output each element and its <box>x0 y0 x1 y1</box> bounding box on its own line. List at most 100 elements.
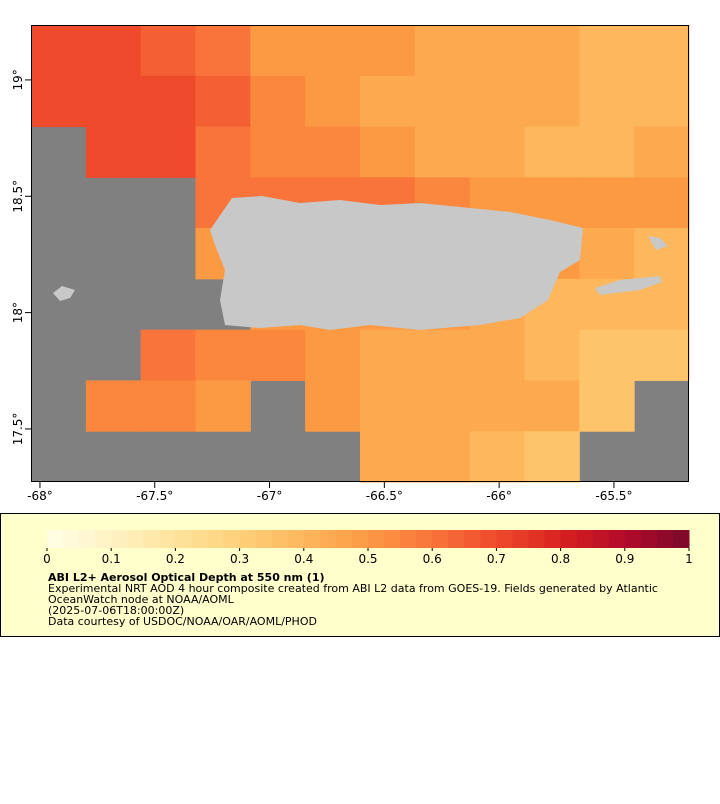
x-tick-label: -67.5° <box>136 489 173 503</box>
colorbar-step <box>624 530 642 548</box>
colorbar-step <box>640 530 658 548</box>
x-tick-label: -67° <box>257 489 283 503</box>
aod-cell <box>305 25 361 77</box>
aod-cell <box>85 25 142 77</box>
puerto-rico <box>210 196 583 330</box>
aod-cell <box>360 329 416 381</box>
aod-cell <box>140 75 196 128</box>
colorbar-step <box>544 530 562 548</box>
colorbar-tick-label: 0.4 <box>294 552 313 566</box>
aod-cell <box>305 126 361 178</box>
colorbar-step <box>496 530 513 548</box>
colorbar-tick-label: 0.8 <box>551 552 570 566</box>
aod-cell <box>250 329 306 381</box>
colorbar-step <box>400 530 417 548</box>
aod-cell <box>524 431 580 483</box>
colorbar-step <box>239 530 257 548</box>
aod-cell <box>469 126 525 178</box>
aod-cell <box>140 329 196 381</box>
colorbar-tick-label: 0.7 <box>487 552 506 566</box>
aod-cell <box>414 431 471 483</box>
colorbar-tick-label: 0 <box>43 552 51 566</box>
aod-cell <box>360 126 416 178</box>
aod-cell <box>524 25 580 77</box>
legend-line: Data courtesy of USDOC/NOAA/OAR/AOML/PHO… <box>48 615 317 628</box>
colorbar-step <box>464 530 481 548</box>
colorbar-step <box>95 530 112 548</box>
colorbar-step <box>560 530 578 548</box>
aod-cell <box>250 126 306 178</box>
aod-cell <box>360 75 416 128</box>
aod-cell <box>579 329 635 381</box>
aod-cell <box>579 228 635 280</box>
aod-cell <box>140 25 196 77</box>
colorbar-step <box>111 530 128 548</box>
aod-cell <box>414 126 471 178</box>
colorbar-step <box>480 530 497 548</box>
aod-cell <box>85 75 142 128</box>
aod-cell <box>360 431 416 483</box>
aod-cell <box>469 329 525 381</box>
aod-cell <box>414 380 471 432</box>
aod-cell <box>634 75 690 128</box>
colorbar-step <box>351 530 369 548</box>
colorbar-tick-label: 0.1 <box>102 552 121 566</box>
colorbar-step <box>303 530 321 548</box>
colorbar-step <box>416 530 433 548</box>
colorbar-step <box>271 530 289 548</box>
aod-cell <box>524 75 580 128</box>
legend-line: OceanWatch node at NOAA/AOML <box>48 593 235 606</box>
colorbar-step <box>127 530 144 548</box>
colorbar-step <box>335 530 353 548</box>
y-tick-label: 18° <box>11 302 25 323</box>
aod-cell <box>579 25 635 77</box>
colorbar-step <box>384 530 401 548</box>
colorbar-step <box>672 530 690 548</box>
mona-island <box>53 286 75 301</box>
aod-cell <box>579 75 635 128</box>
aod-cell <box>469 25 525 77</box>
colorbar-step <box>528 530 546 548</box>
colorbar-step <box>368 530 385 548</box>
aod-cell <box>524 329 580 381</box>
colorbar-step <box>255 530 273 548</box>
colorbar-step <box>656 530 674 548</box>
colorbar-step <box>223 530 241 548</box>
aod-cell <box>195 126 251 178</box>
aod-cell <box>579 177 635 229</box>
colorbar-tick-label: 0.3 <box>230 552 249 566</box>
aod-cell <box>469 380 525 432</box>
legend-title: ABI L2+ Aerosol Optical Depth at 550 nm … <box>48 571 325 584</box>
colorbar-tick-label: 1 <box>685 552 693 566</box>
colorbar-step <box>79 530 96 548</box>
aod-cell <box>634 177 690 229</box>
culebra <box>648 236 668 250</box>
colorbar-step <box>143 530 160 548</box>
aod-cell <box>31 25 87 77</box>
aod-cell <box>250 75 306 128</box>
legend-line: Experimental NRT AOD 4 hour composite cr… <box>48 582 658 595</box>
x-tick-label: -66.5° <box>366 489 403 503</box>
aod-cell <box>140 126 196 178</box>
aod-cell <box>469 75 525 128</box>
aod-cell <box>634 25 690 77</box>
aod-cell <box>524 380 580 432</box>
aod-cell <box>414 75 471 128</box>
legend-line: (2025-07-06T18:00:00Z) <box>48 604 184 617</box>
aod-cell <box>634 329 690 381</box>
aod-cell <box>579 380 635 432</box>
aod-cell <box>414 25 471 77</box>
colorbar-step <box>191 530 208 548</box>
colorbar-step <box>47 530 64 548</box>
colorbar-step <box>608 530 626 548</box>
aod-cell <box>360 380 416 432</box>
y-tick-label: 19° <box>11 69 25 90</box>
colorbar-tick-label: 0.9 <box>615 552 634 566</box>
aod-cell <box>305 329 361 381</box>
aod-cell <box>360 25 416 77</box>
aod-cell <box>195 380 251 432</box>
aod-cell <box>85 380 142 432</box>
colorbar-step <box>207 530 225 548</box>
x-tick-label: -66° <box>486 489 512 503</box>
aod-cell <box>250 25 306 77</box>
